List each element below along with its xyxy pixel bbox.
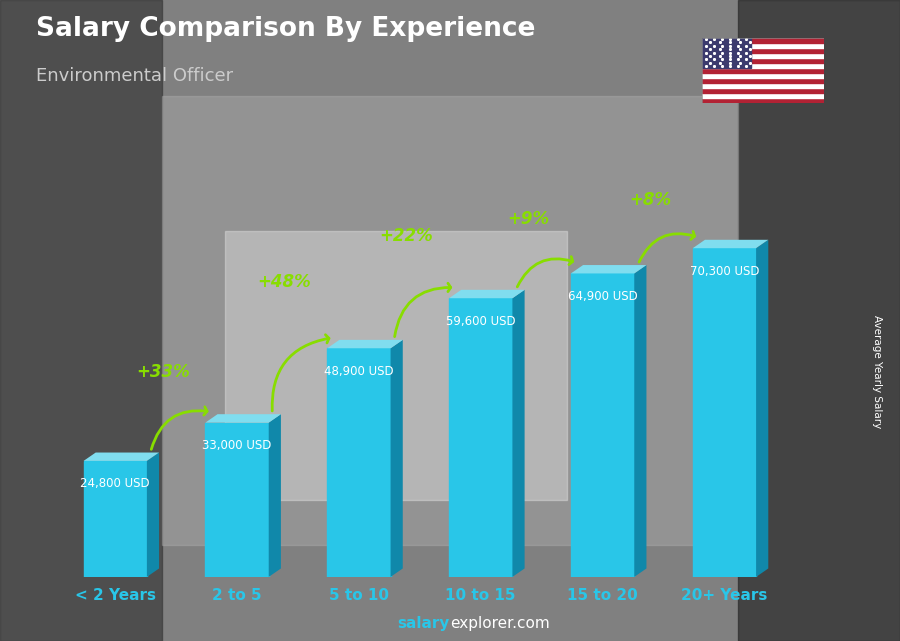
Polygon shape [449, 290, 525, 298]
Bar [702, 97, 824, 103]
Polygon shape [571, 265, 646, 274]
Bar [702, 63, 824, 68]
Text: 33,000 USD: 33,000 USD [202, 439, 272, 452]
Text: +33%: +33% [136, 363, 190, 381]
FancyBboxPatch shape [225, 231, 567, 500]
Text: +8%: +8% [629, 192, 671, 210]
Polygon shape [205, 414, 281, 422]
Bar [449, 298, 512, 577]
Text: 24,800 USD: 24,800 USD [80, 478, 150, 490]
Polygon shape [147, 453, 159, 577]
Text: salary: salary [398, 617, 450, 631]
Text: 64,900 USD: 64,900 USD [568, 290, 637, 303]
Text: Environmental Officer: Environmental Officer [36, 67, 233, 85]
Polygon shape [84, 453, 159, 461]
Text: Average Yearly Salary: Average Yearly Salary [872, 315, 883, 428]
Bar [702, 88, 824, 93]
Text: explorer.com: explorer.com [450, 617, 550, 631]
Text: 59,600 USD: 59,600 USD [446, 315, 516, 328]
Text: +48%: +48% [257, 273, 311, 291]
Bar [702, 58, 824, 63]
Bar [702, 48, 824, 53]
FancyBboxPatch shape [0, 0, 162, 641]
Bar [84, 461, 147, 577]
Polygon shape [634, 265, 646, 577]
Polygon shape [269, 414, 281, 577]
FancyBboxPatch shape [162, 96, 738, 545]
Text: 70,300 USD: 70,300 USD [689, 265, 760, 278]
Bar [702, 68, 824, 73]
Polygon shape [693, 240, 769, 248]
Text: Salary Comparison By Experience: Salary Comparison By Experience [36, 16, 536, 42]
Bar [702, 83, 824, 88]
Bar [702, 93, 824, 97]
Polygon shape [512, 290, 525, 577]
Polygon shape [391, 340, 403, 577]
Bar [693, 248, 756, 577]
Bar [205, 422, 269, 577]
Bar [702, 44, 824, 48]
Text: +22%: +22% [380, 228, 433, 246]
Bar [328, 348, 391, 577]
Text: +9%: +9% [508, 210, 549, 228]
Polygon shape [328, 340, 403, 348]
Bar [702, 78, 824, 83]
Bar [702, 73, 824, 78]
Bar [702, 38, 751, 68]
Bar [702, 38, 824, 44]
Polygon shape [756, 240, 769, 577]
FancyBboxPatch shape [738, 0, 900, 641]
Text: 48,900 USD: 48,900 USD [324, 365, 393, 378]
Bar [571, 274, 634, 577]
Bar [702, 53, 824, 58]
